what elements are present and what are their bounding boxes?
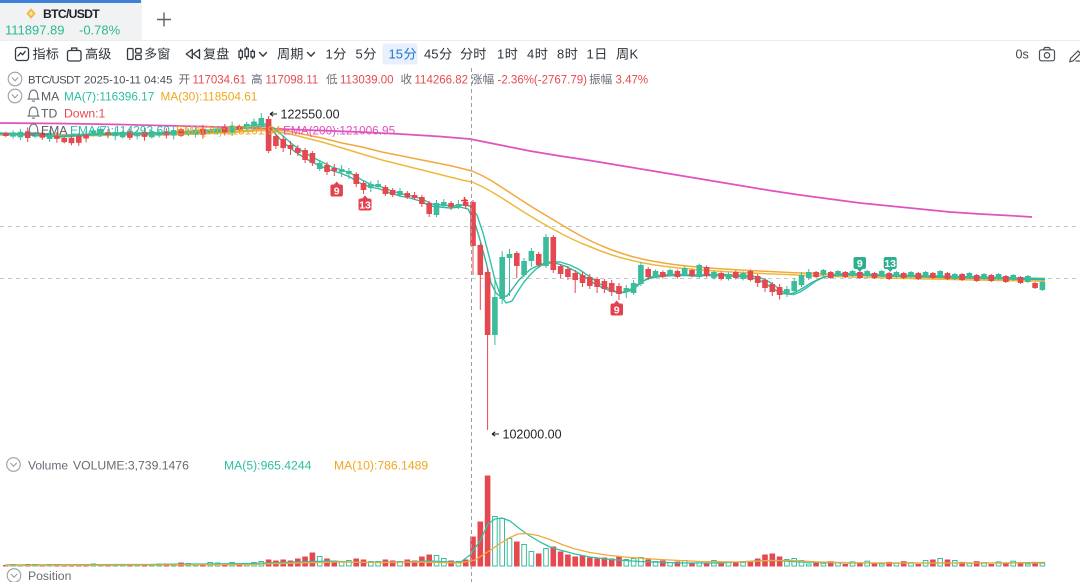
svg-text:8: 8 [557,46,564,61]
svg-text:45: 45 [424,46,438,61]
svg-text:1: 1 [587,46,594,61]
svg-text:9: 9 [614,304,620,316]
svg-text:1: 1 [497,46,504,61]
svg-text:2025-10-11 04:45: 2025-10-11 04:45 [84,74,172,86]
svg-text:-2.36%(-2767.79): -2.36%(-2767.79) [498,74,588,86]
svg-text:1: 1 [326,46,333,61]
svg-text:15: 15 [389,46,403,61]
svg-text:122550.00: 122550.00 [281,107,340,121]
svg-text:EMA: EMA [41,123,68,137]
svg-text:MA(10):786.1489: MA(10):786.1489 [334,458,428,472]
svg-text:13: 13 [884,258,896,270]
svg-text:Position: Position [28,569,71,582]
svg-text:K: K [630,46,639,61]
svg-text:EMA(7):114293.60: EMA(7):114293.60 [70,123,170,137]
svg-text:MA(30):118504.61: MA(30):118504.61 [161,89,258,103]
svg-text:111897.89: 111897.89 [5,23,65,38]
svg-text:9: 9 [334,185,340,197]
svg-text:13: 13 [359,199,371,211]
svg-text:117098.11: 117098.11 [266,74,319,86]
svg-text:BTC/USDT: BTC/USDT [43,7,100,21]
svg-text:MA(5):965.4244: MA(5):965.4244 [224,458,312,472]
svg-text:TD: TD [41,106,57,120]
svg-text:102000.00: 102000.00 [503,427,562,441]
svg-text:EMA(30):118101.94: EMA(30):118101.94 [176,123,281,137]
svg-text:0s: 0s [1016,47,1029,61]
svg-text:9: 9 [857,258,863,270]
svg-text:MA(7):116396.17: MA(7):116396.17 [64,89,154,103]
svg-text:Volume: Volume [28,458,68,472]
svg-text:117034.61: 117034.61 [193,74,247,86]
svg-text:5: 5 [356,46,363,61]
svg-text:3.47%: 3.47% [616,74,649,86]
svg-text:MA: MA [41,89,60,103]
svg-text:EMA(200):121006.95: EMA(200):121006.95 [283,123,396,137]
svg-text:-0.78%: -0.78% [79,23,121,38]
svg-text:Down:1: Down:1 [64,106,106,120]
svg-text:VOLUME:3,739.1476: VOLUME:3,739.1476 [73,458,189,472]
svg-text:114266.82: 114266.82 [415,74,469,86]
svg-text:BTC/USDT: BTC/USDT [28,74,81,86]
svg-text:113039.00: 113039.00 [340,74,394,86]
svg-text:4: 4 [527,46,534,61]
